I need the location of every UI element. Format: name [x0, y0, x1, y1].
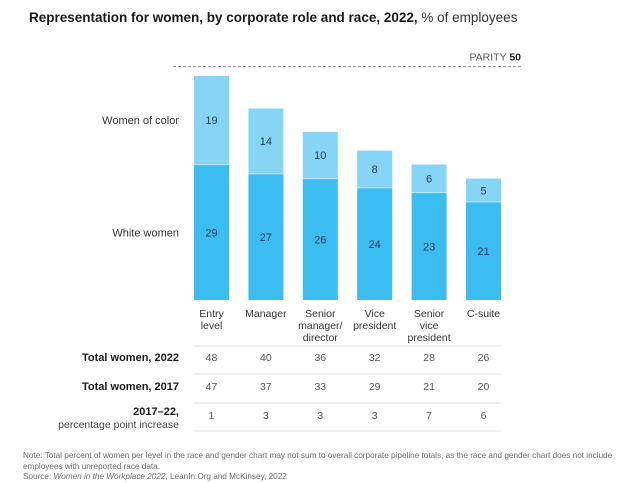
table-row-label: percentage point increase: [58, 419, 179, 431]
table-cell: 37: [260, 381, 272, 393]
table-cell: 32: [369, 352, 381, 364]
bar-women-of-color: [302, 131, 338, 179]
category-label: Senior: [305, 308, 336, 320]
chart-title: Representation for women, by corporate r…: [29, 10, 517, 25]
table-cell: 6: [481, 410, 487, 422]
bar-value-label: 10: [314, 150, 326, 162]
bar-women-of-color: [194, 75, 229, 165]
bar-women-of-color: [466, 178, 501, 202]
category-label: Senior: [414, 308, 445, 320]
category-label: director: [303, 332, 339, 344]
bar-value-label: 29: [205, 227, 217, 239]
bar-value-label: 26: [314, 234, 326, 246]
table-cell: 3: [372, 410, 378, 422]
table-row-label: Total women, 2017: [82, 381, 179, 393]
legend-label-women-of-color: Women of color: [102, 115, 179, 127]
bar-value-label: 5: [480, 185, 486, 197]
category-label: level: [201, 320, 223, 332]
category-label: president: [407, 332, 450, 344]
bar-women-of-color: [357, 150, 393, 188]
parity-label: PARITY 50: [469, 52, 521, 64]
footnote-source-prefix: Source:: [23, 472, 54, 481]
bar-white-women: [194, 164, 229, 300]
chart-title-unit: % of employees: [421, 10, 518, 25]
table-cell: 3: [317, 410, 323, 422]
table-cell: 33: [314, 381, 326, 393]
category-label: C-suite: [467, 308, 500, 320]
table-row-label: Total women, 2022: [82, 352, 179, 364]
bar-value-label: 19: [205, 115, 217, 127]
table-cell: 36: [314, 352, 326, 364]
bar-white-women: [411, 192, 447, 300]
category-label: Manager: [245, 308, 287, 320]
category-label: president: [353, 320, 396, 332]
stacked-bar-chart: PARITY 50 29 19 27 14 26 10 24 8 23 6 21 5 White wome…: [58, 52, 521, 432]
footnote-source-title: Women in the Workplace 2022: [53, 472, 166, 481]
table-cell: 20: [478, 381, 490, 393]
table-cell: 40: [260, 352, 272, 364]
footnote-source-rest: , LeanIn.Org and McKinsey, 2022: [165, 472, 287, 481]
bar-value-label: 14: [260, 136, 272, 148]
table-cell: 28: [423, 352, 435, 364]
footnote-note: Note: Total percent of women per level i…: [23, 451, 613, 471]
parity-label-text: PARITY: [469, 52, 509, 64]
table-cell: 29: [369, 381, 381, 393]
bar-white-women: [466, 201, 501, 300]
table-cell: 7: [426, 410, 432, 422]
footnote: Note: Total percent of women per level i…: [23, 451, 613, 483]
table-cell: 3: [263, 410, 269, 422]
category-label: Entry: [199, 308, 224, 320]
bar-value-label: 23: [423, 241, 435, 253]
table-cell: 26: [478, 352, 490, 364]
bar-value-label: 27: [260, 232, 272, 244]
table-cell: 1: [209, 410, 215, 422]
bar-value-label: 8: [372, 164, 378, 176]
bar-women-of-color: [248, 108, 284, 174]
table-cell: 21: [423, 381, 435, 393]
bar-white-women: [248, 173, 284, 300]
category-label: vice: [420, 320, 439, 332]
category-label: manager/: [298, 320, 342, 332]
legend-label-white-women: White women: [112, 227, 179, 239]
table-cell: 48: [206, 352, 218, 364]
bar-women-of-color: [411, 164, 447, 193]
chart-title-main: Representation for women, by corporate r…: [29, 10, 418, 25]
parity-value: 50: [509, 52, 521, 64]
bar-value-label: 24: [369, 239, 381, 251]
table-cell: 47: [206, 381, 218, 393]
bar-white-women: [302, 178, 338, 300]
bar-value-label: 21: [477, 246, 489, 258]
table-row-label: 2017–22,: [133, 406, 179, 418]
bar-value-label: 6: [426, 174, 432, 186]
category-label: Vice: [365, 308, 385, 320]
bar-white-women: [357, 187, 393, 300]
